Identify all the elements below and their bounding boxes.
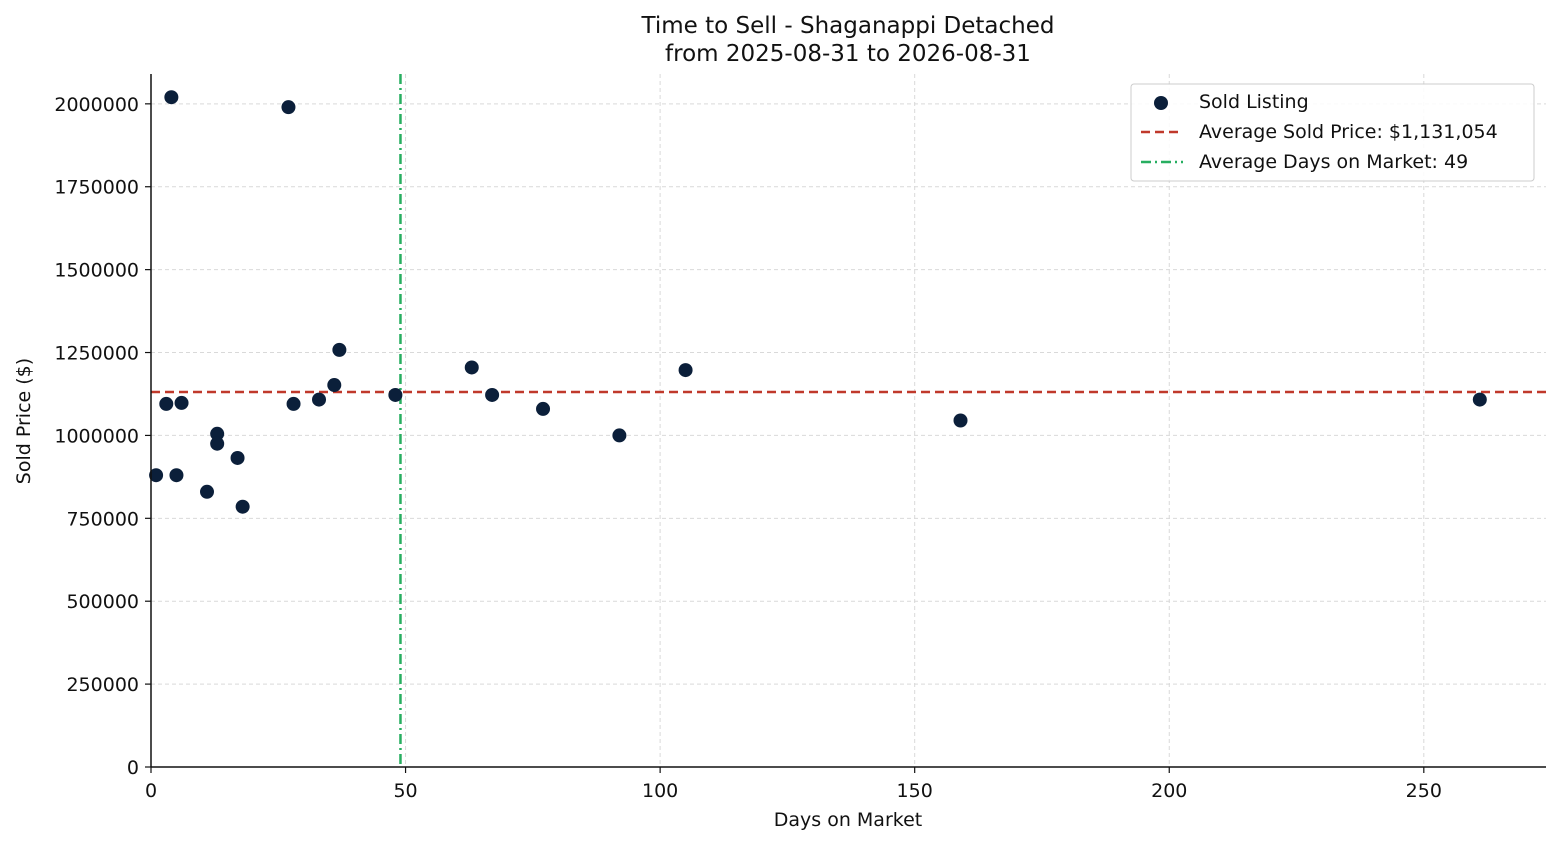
x-tick-label: 250 (1406, 780, 1442, 802)
data-point (332, 342, 347, 357)
legend-label-average-days: Average Days on Market: 49 (1199, 151, 1468, 173)
axes (145, 74, 1546, 773)
data-point (953, 413, 968, 428)
data-point (210, 426, 225, 441)
y-tick-label: 250000 (66, 674, 139, 696)
legend-label-average-price: Average Sold Price: $1,131,054 (1199, 121, 1498, 143)
data-points (149, 90, 1487, 514)
data-point (149, 468, 164, 483)
y-axis-label: Sold Price ($) (13, 358, 35, 484)
data-point (169, 468, 184, 483)
x-tick-label: 200 (1151, 780, 1187, 802)
x-tick-label: 100 (642, 780, 678, 802)
y-tick-label: 750000 (66, 508, 139, 530)
reference-lines (151, 74, 1546, 767)
legend-marker-sold-listing (1154, 96, 1168, 110)
data-point (678, 363, 693, 378)
y-tick-label: 1750000 (54, 177, 139, 199)
data-point (312, 392, 327, 407)
data-point (612, 428, 627, 443)
data-point (327, 378, 342, 393)
data-point (485, 387, 500, 402)
x-axis-label: Days on Market (774, 809, 922, 831)
data-point (159, 396, 174, 411)
data-point (200, 484, 215, 499)
data-point (230, 450, 245, 465)
data-point (286, 396, 301, 411)
x-tick-label: 150 (897, 780, 933, 802)
data-point (281, 100, 296, 115)
data-point (174, 395, 189, 410)
data-point (536, 401, 551, 416)
y-tick-label: 500000 (66, 591, 139, 613)
chart-subtitle: from 2025-08-31 to 2026-08-31 (665, 41, 1031, 67)
y-tick-label: 2000000 (54, 94, 139, 116)
data-point (210, 436, 225, 451)
y-tick-label: 1500000 (54, 260, 139, 282)
tick-labels: 0 50 100 150 200 250 0 250000 500000 750000 100000… (54, 94, 1442, 802)
data-point (388, 387, 403, 402)
legend-box (1130, 83, 1535, 182)
y-tick-label: 1000000 (54, 425, 139, 447)
data-point (464, 360, 479, 375)
x-tick-label: 50 (393, 780, 417, 802)
legend: Sold Listing Average Sold Price: $1,131,… (1130, 83, 1535, 182)
chart-title: Time to Sell - Shaganappi Detached (641, 13, 1055, 39)
data-point (1472, 392, 1487, 407)
y-tick-label: 1250000 (54, 343, 139, 365)
legend-label-sold-listing: Sold Listing (1199, 91, 1309, 113)
data-point (235, 499, 250, 514)
y-tick-label: 0 (127, 757, 139, 779)
data-point (164, 90, 179, 105)
x-tick-label: 0 (145, 780, 157, 802)
